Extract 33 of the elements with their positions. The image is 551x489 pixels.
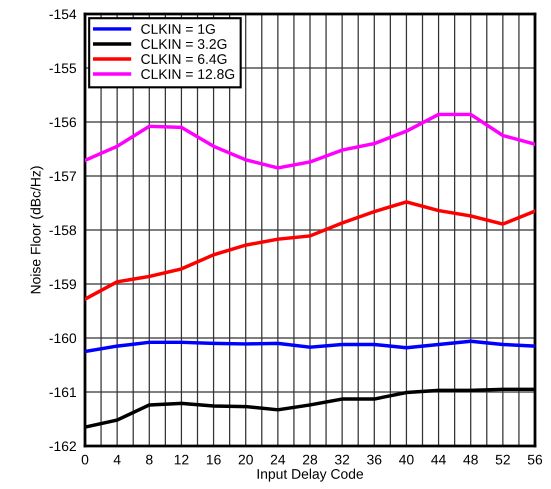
x-axis-title: Input Delay Code bbox=[258, 468, 364, 482]
x-tick-label: 36 bbox=[367, 454, 382, 465]
x-tick-label: 16 bbox=[206, 454, 221, 465]
y-tick-label: -156 bbox=[49, 117, 76, 128]
x-tick-label: 48 bbox=[463, 454, 478, 465]
legend-label: CLKIN = 6.4G bbox=[141, 54, 226, 64]
x-tick-label: 20 bbox=[238, 454, 253, 465]
legend-label: CLKIN = 1G bbox=[141, 24, 215, 34]
y-tick-label: -159 bbox=[49, 279, 76, 290]
line-series bbox=[85, 340, 535, 354]
line-series bbox=[85, 200, 535, 301]
legend-label: CLKIN = 12.8G bbox=[141, 69, 234, 80]
legend-label: CLKIN = 3.2G bbox=[141, 39, 226, 49]
x-tick-label: 24 bbox=[270, 454, 286, 464]
x-tick-label: 52 bbox=[496, 454, 510, 465]
line-series bbox=[85, 112, 535, 170]
x-tick-label: 8 bbox=[146, 454, 153, 465]
x-tick-label: 56 bbox=[528, 454, 542, 465]
y-tick-label: -155 bbox=[49, 63, 76, 74]
y-tick-label: -154 bbox=[49, 9, 76, 20]
y-tick-label: -162 bbox=[49, 441, 76, 452]
x-tick-label: 4 bbox=[114, 454, 121, 464]
x-tick-label: 28 bbox=[302, 454, 318, 465]
y-tick-label: -158 bbox=[49, 225, 76, 236]
y-tick-label: -157 bbox=[49, 171, 76, 182]
x-tick-label: 40 bbox=[399, 454, 414, 465]
y-tick-label: -161 bbox=[49, 387, 76, 398]
x-tick-label: 32 bbox=[334, 454, 350, 465]
x-tick-label: 44 bbox=[431, 454, 446, 464]
x-tick-label: 12 bbox=[174, 454, 188, 464]
y-tick-label: -160 bbox=[49, 333, 76, 344]
x-tick-label: 0 bbox=[82, 454, 88, 465]
y-axis-title: Noise Floor (dBc/Hz) bbox=[30, 166, 44, 294]
